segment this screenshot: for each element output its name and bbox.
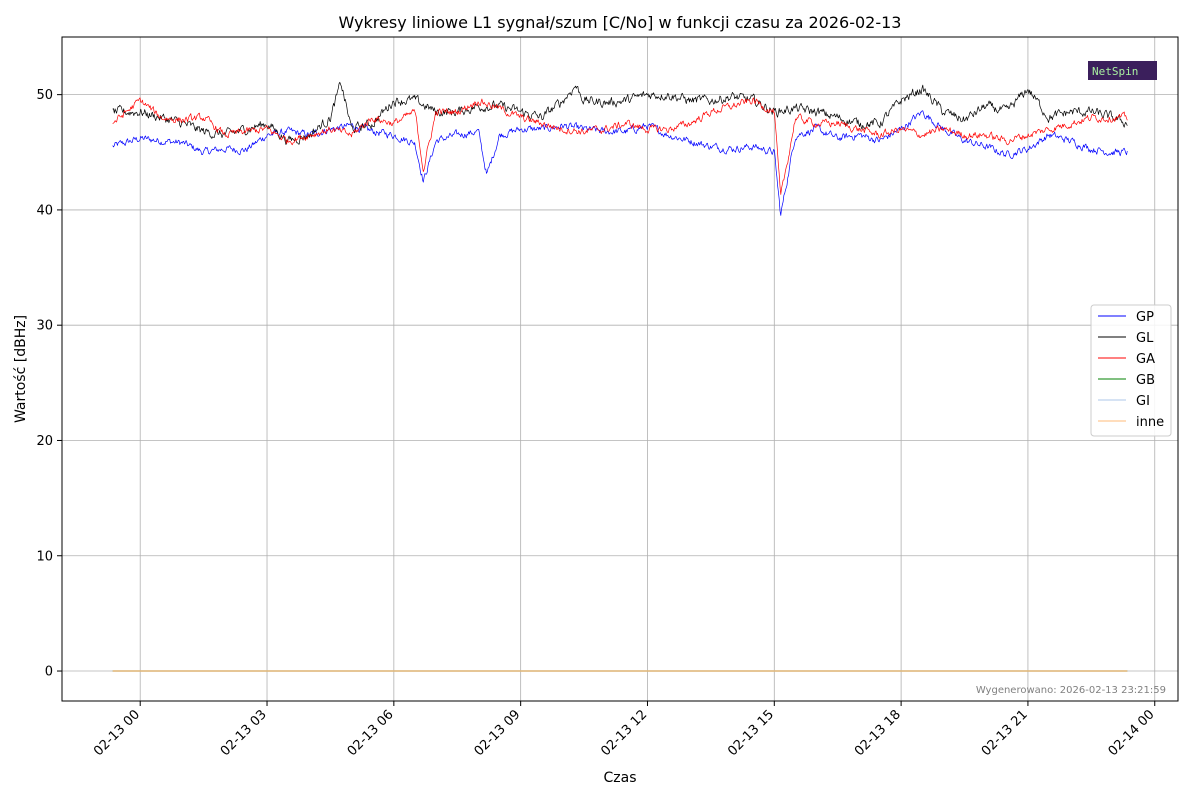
x-tick-label: 02-13 03: [218, 707, 270, 759]
legend-label-gl: GL: [1136, 331, 1154, 346]
series-lines: [112, 81, 1128, 672]
x-tick-label: 02-13 06: [345, 707, 397, 759]
legend-label-gb: GB: [1136, 373, 1155, 388]
x-tick-label: 02-13 18: [852, 707, 904, 759]
x-tick-label: 02-13 12: [598, 707, 650, 759]
x-axis-title: Czas: [604, 770, 637, 786]
y-tick-label: 40: [36, 203, 53, 218]
x-tick-label: 02-13 09: [472, 707, 524, 759]
grid: [62, 37, 1178, 701]
y-axis-title: Wartość [dBHz]: [13, 315, 29, 423]
legend-box: [1090, 304, 1172, 437]
logo-text: NetSpin: [1092, 65, 1138, 78]
ticks: 02-13 00 02-13 03 02-13 06 02-13 09 02-13 12…: [36, 88, 1157, 759]
y-tick-label: 20: [36, 434, 53, 449]
y-tick-label: 30: [36, 319, 53, 334]
legend-label-ga: GA: [1136, 352, 1155, 367]
legend: GP GL GA GB GI inne: [1090, 304, 1172, 437]
legend-label-gp: GP: [1136, 310, 1154, 325]
x-tick-label: 02-13 15: [725, 707, 777, 759]
y-tick-label: 50: [36, 88, 53, 103]
legend-label-gi: GI: [1136, 394, 1150, 409]
series-line-gl: [112, 81, 1128, 146]
y-tick-label: 0: [45, 665, 53, 680]
legend-label-inne: inne: [1136, 415, 1164, 430]
plot-frame: [61, 36, 1179, 702]
x-tick-label: 02-14 00: [1106, 707, 1158, 759]
x-tick-label: 02-13 00: [91, 707, 143, 759]
footer-generated: Wygenerowano: 2026-02-13 23:21:59: [976, 685, 1166, 696]
logo: NetSpin: [1088, 61, 1157, 80]
x-tick-label: 02-13 21: [979, 707, 1031, 759]
logo-background: [1088, 61, 1157, 80]
series-line-ga: [112, 97, 1128, 195]
chart-title: Wykresy liniowe L1 sygnał/szum [C/No] w …: [339, 13, 902, 32]
y-tick-label: 10: [36, 549, 53, 564]
series-line-gp: [112, 110, 1128, 216]
